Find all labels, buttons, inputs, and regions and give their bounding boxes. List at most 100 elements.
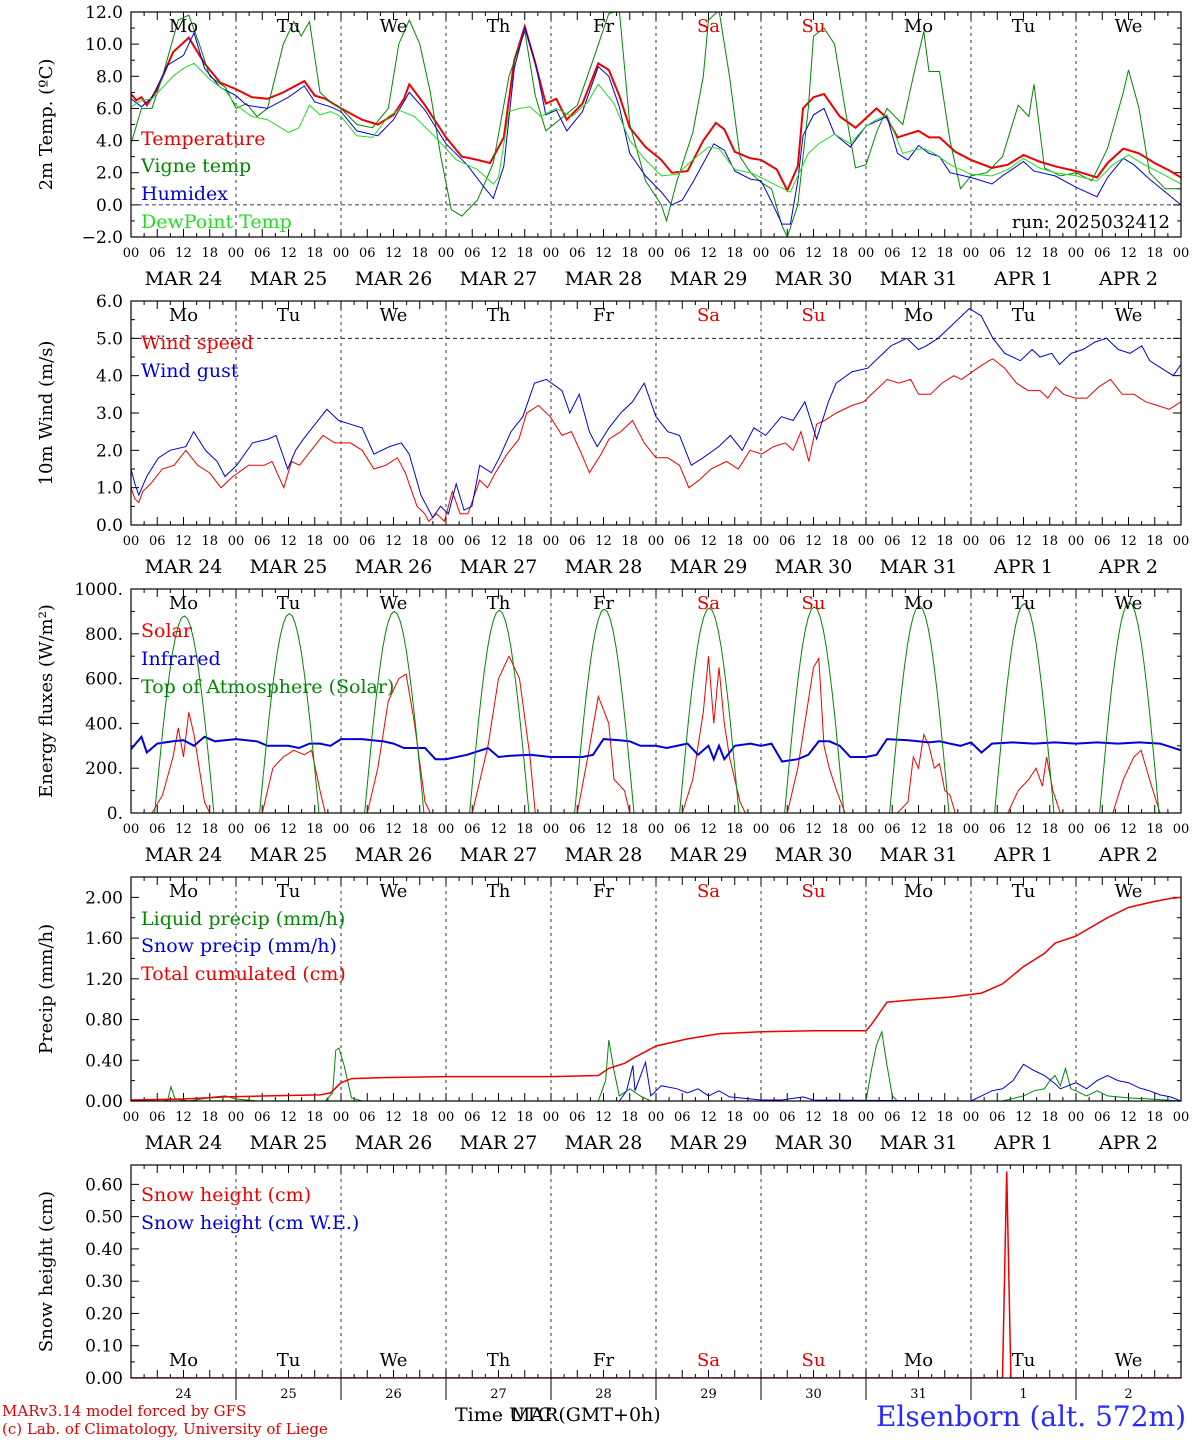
y-tick-label: 4.0 [96, 367, 123, 387]
hour-tick-label: 12 [700, 246, 717, 261]
day-number-label: 31 [910, 1387, 927, 1402]
weekday-label: Tu [277, 305, 301, 326]
hour-tick-label: 06 [359, 534, 376, 549]
day-number-label: 1 [1019, 1387, 1027, 1402]
y-tick-label: 2.0 [96, 164, 123, 184]
hour-tick-label: 00 [333, 246, 350, 261]
hour-tick-label: 06 [569, 534, 586, 549]
y-tick-label: 6.0 [96, 292, 123, 312]
weekday-label: Tu [1012, 16, 1036, 37]
weekday-label: We [380, 305, 408, 326]
hour-tick-label: 18 [1041, 1110, 1058, 1125]
hour-tick-label: 00 [858, 246, 875, 261]
weekday-label: Tu [277, 16, 301, 37]
date-label: MAR 25 [250, 1132, 328, 1154]
legend-entry: Humidex [141, 183, 228, 205]
date-label: MAR 24 [145, 556, 223, 578]
panel-snow: 0.00 0.10 0.20 0.30 0.40 0.50 0.60 Snow height … [36, 1164, 1182, 1402]
date-label: MAR 26 [355, 268, 433, 290]
hour-tick-label: 00 [963, 246, 980, 261]
weekday-label: Fr [593, 593, 614, 614]
weekday-label: Tu [1012, 1350, 1036, 1371]
y-tick-label: 3.0 [96, 404, 123, 424]
date-label: MAR 25 [250, 844, 328, 866]
hour-tick-label: 12 [700, 1110, 717, 1125]
weekday-label: Th [487, 305, 511, 326]
weekday-label: Sa [697, 16, 720, 37]
hour-tick-label: 06 [674, 246, 691, 261]
legend-entry: Vigne temp [140, 155, 251, 177]
hour-tick-label: 18 [516, 246, 533, 261]
hour-tick-label: 00 [963, 534, 980, 549]
weekday-label: We [380, 881, 408, 902]
hour-tick-label: 00 [648, 1110, 665, 1125]
hour-tick-label: 00 [333, 534, 350, 549]
weekday-label: Mo [169, 593, 198, 614]
hour-tick-label: 06 [1094, 822, 1111, 837]
hour-tick-label: 00 [1173, 1110, 1190, 1125]
series-dewpoint-temp [131, 62, 1181, 193]
hour-tick-label: 18 [831, 246, 848, 261]
y-tick-label: 0.60 [85, 1175, 123, 1195]
hour-tick-label: 18 [1041, 246, 1058, 261]
hour-tick-label: 18 [726, 822, 743, 837]
hour-tick-label: 00 [543, 1110, 560, 1125]
hour-tick-label: 00 [858, 534, 875, 549]
lab-credit: (c) Lab. of Climatology, University of L… [2, 1420, 328, 1438]
hour-tick-label: 06 [779, 534, 796, 549]
hour-tick-label: 12 [385, 822, 402, 837]
hour-tick-label: 12 [490, 246, 507, 261]
hour-tick-label: 12 [910, 534, 927, 549]
weekday-label: Fr [593, 881, 614, 902]
series-vigne-temp [131, 12, 1181, 237]
day-number-label: 24 [175, 1387, 192, 1402]
hour-tick-label: 18 [1146, 534, 1163, 549]
date-label: MAR 30 [775, 268, 853, 290]
hour-tick-label: 18 [201, 534, 218, 549]
hour-tick-label: 06 [149, 534, 166, 549]
date-label: MAR 28 [565, 268, 643, 290]
hour-tick-label: 00 [333, 1110, 350, 1125]
date-label: MAR 27 [460, 1132, 538, 1154]
hour-tick-label: 00 [333, 822, 350, 837]
hour-tick-label: 12 [700, 822, 717, 837]
y-tick-label: 200. [85, 759, 123, 779]
weekday-label: Tu [277, 1350, 301, 1371]
hour-tick-label: 12 [1015, 1110, 1032, 1125]
weekday-label: We [380, 593, 408, 614]
hour-tick-label: 06 [779, 246, 796, 261]
weekday-label: Su [802, 16, 826, 37]
date-label: MAR 25 [250, 556, 328, 578]
hour-tick-label: 12 [700, 534, 717, 549]
weekday-label: Th [487, 1350, 511, 1371]
hour-tick-label: 12 [1015, 822, 1032, 837]
date-label: MAR 31 [880, 556, 958, 578]
hour-tick-label: 12 [805, 822, 822, 837]
hour-tick-label: 00 [123, 1110, 140, 1125]
hour-tick-label: 18 [201, 1110, 218, 1125]
y-tick-label: 0.30 [85, 1272, 123, 1292]
date-label: MAR 27 [460, 844, 538, 866]
panel-wind: 0.0 1.0 2.0 3.0 4.0 5.0 6.0 Wind speed Wind gust… [36, 292, 1189, 578]
hour-tick-label: 12 [490, 1110, 507, 1125]
panel-precip: 0.00 0.40 0.80 1.20 1.60 2.00 Liquid precip (m… [36, 876, 1190, 1154]
hour-tick-label: 06 [569, 1110, 586, 1125]
hour-tick-label: 00 [1068, 1110, 1085, 1125]
weekday-label: We [1115, 593, 1143, 614]
hour-tick-label: 12 [805, 1110, 822, 1125]
hour-tick-label: 18 [516, 534, 533, 549]
hour-tick-label: 00 [228, 246, 245, 261]
series-top-of-atmosphere-solar- [131, 601, 1181, 813]
date-label: APR 2 [1098, 1132, 1158, 1154]
y-tick-label: 0.00 [85, 1092, 123, 1112]
hour-tick-label: 12 [1120, 822, 1137, 837]
legend-entry: Wind gust [141, 360, 239, 382]
series-humidex [131, 26, 1181, 225]
hour-tick-label: 18 [621, 1110, 638, 1125]
station-name: Elsenborn (alt. 572m) [875, 1400, 1186, 1433]
hour-tick-label: 06 [569, 246, 586, 261]
hour-tick-label: 18 [831, 822, 848, 837]
date-label: APR 1 [993, 844, 1053, 866]
hour-tick-label: 12 [910, 822, 927, 837]
